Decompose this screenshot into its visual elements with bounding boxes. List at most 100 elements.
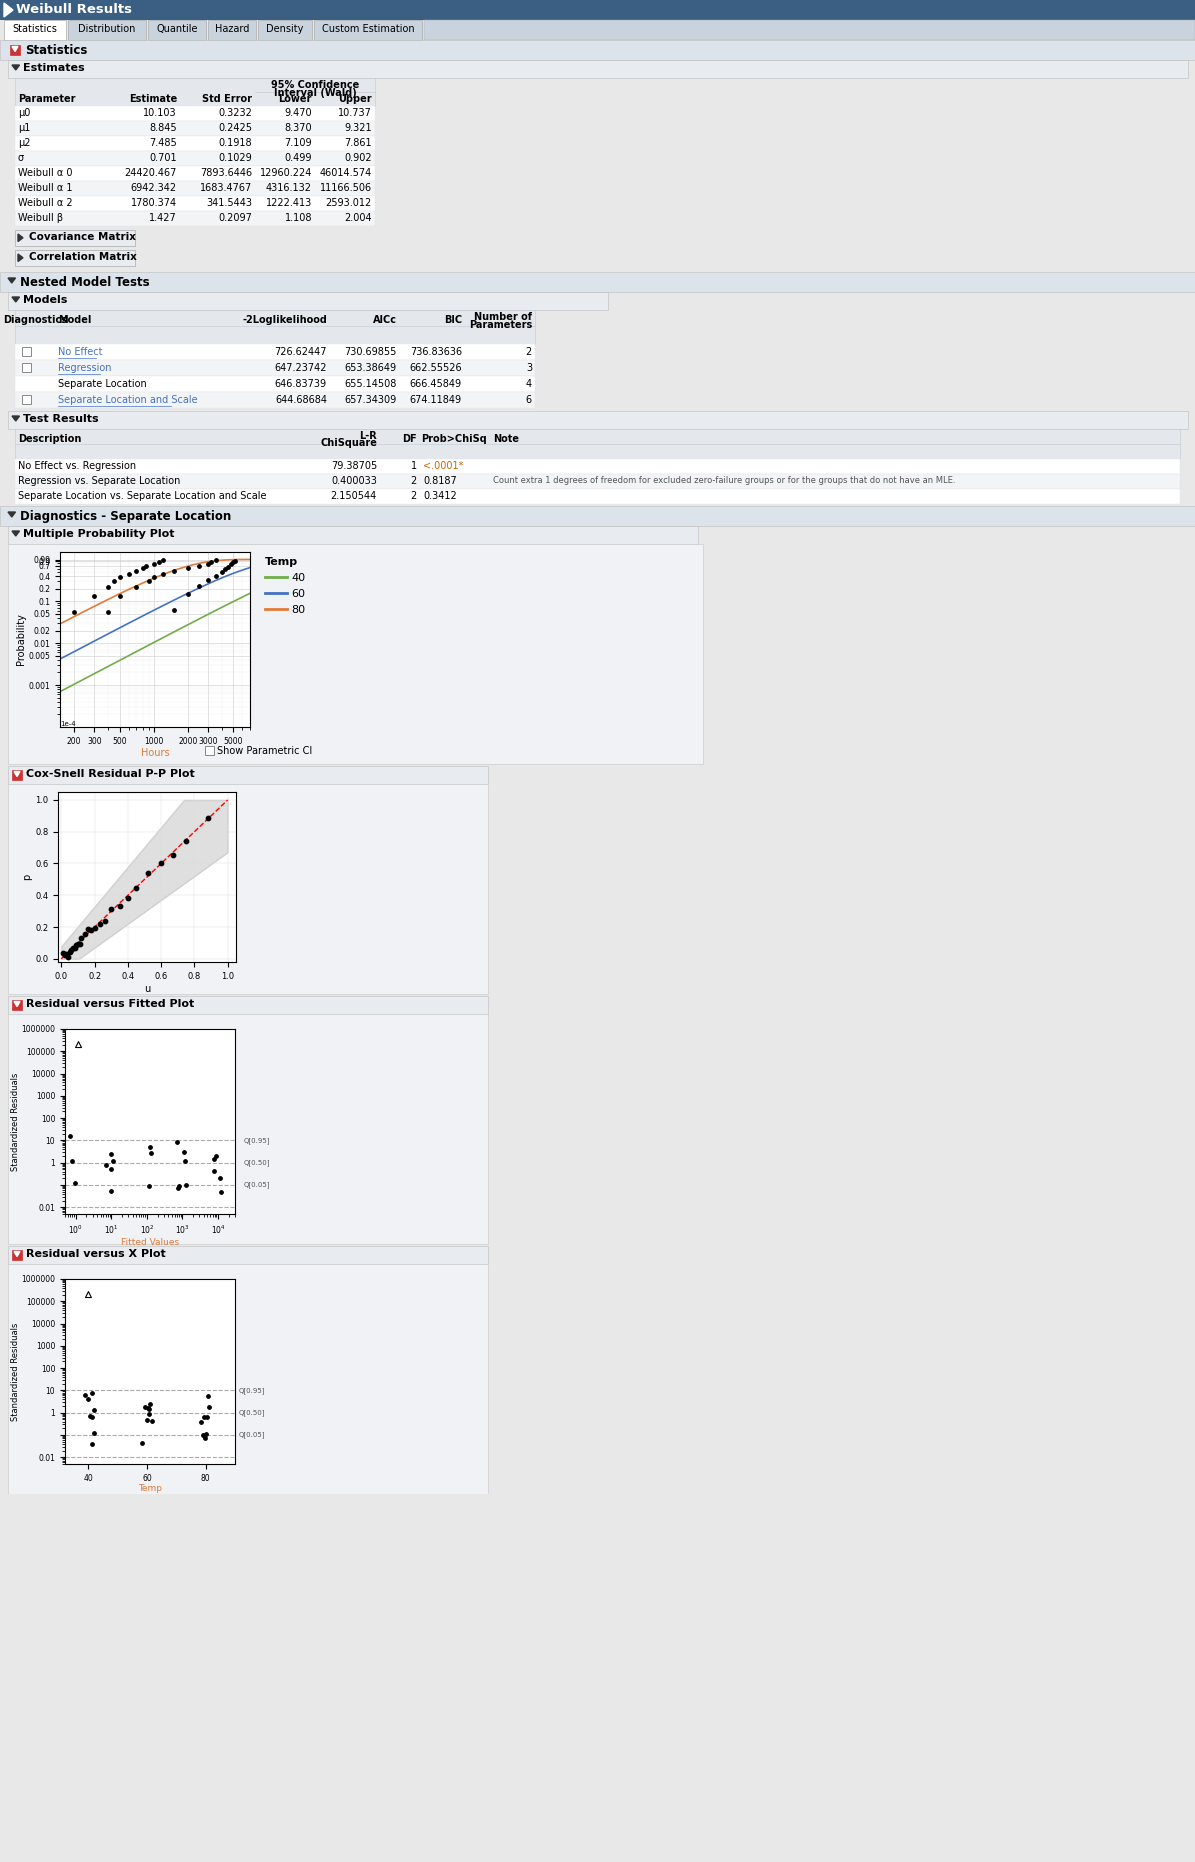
Text: AICc: AICc — [373, 315, 397, 326]
Text: Cox-Snell Residual P-P Plot: Cox-Snell Residual P-P Plot — [26, 769, 195, 778]
Point — [140, 1132, 159, 1162]
Text: Note: Note — [494, 434, 519, 445]
Point — [90, 909, 109, 938]
Point — [79, 914, 98, 944]
Text: 95% Confidence: 95% Confidence — [271, 80, 360, 89]
Point — [133, 553, 152, 583]
Text: 646.83739: 646.83739 — [275, 380, 327, 389]
Point — [197, 1402, 216, 1432]
Point — [102, 894, 121, 924]
Point — [118, 883, 137, 912]
Text: 2: 2 — [411, 492, 417, 501]
Bar — [16, 428, 1179, 460]
Text: 1780.374: 1780.374 — [131, 197, 177, 209]
Bar — [0, 1493, 1195, 1862]
Y-axis label: p: p — [23, 873, 32, 881]
Point — [105, 566, 124, 596]
Text: 0.3412: 0.3412 — [423, 492, 456, 501]
Bar — [8, 996, 488, 1015]
Text: 7.861: 7.861 — [344, 138, 372, 147]
Bar — [8, 765, 488, 784]
Bar — [16, 393, 535, 408]
Polygon shape — [18, 235, 23, 242]
Point — [85, 912, 104, 942]
Text: Weibull α 0: Weibull α 0 — [18, 168, 73, 179]
Text: 12960.224: 12960.224 — [259, 168, 312, 179]
Text: 736.83636: 736.83636 — [410, 346, 462, 358]
Text: No Effect vs. Regression: No Effect vs. Regression — [18, 462, 136, 471]
Point — [65, 933, 84, 963]
Point — [61, 1121, 80, 1151]
Bar — [16, 78, 375, 106]
Text: μ1: μ1 — [18, 123, 30, 132]
Point — [110, 581, 129, 611]
Text: Q[0.95]: Q[0.95] — [244, 1138, 270, 1143]
Bar — [12, 1000, 22, 1009]
Text: 79.38705: 79.38705 — [331, 462, 376, 471]
Text: Nested Model Tests: Nested Model Tests — [20, 276, 149, 289]
Text: 657.34309: 657.34309 — [344, 395, 397, 406]
Text: Temp: Temp — [265, 557, 298, 568]
Text: 9.470: 9.470 — [284, 108, 312, 117]
Text: 0.2097: 0.2097 — [219, 212, 252, 223]
Text: 80: 80 — [292, 605, 305, 614]
Point — [80, 1400, 99, 1430]
Point — [120, 559, 139, 588]
Point — [136, 551, 155, 581]
Text: Test Results: Test Results — [23, 413, 99, 425]
Text: No Effect: No Effect — [59, 346, 103, 358]
Point — [135, 1391, 154, 1421]
Point — [198, 564, 217, 594]
Point — [139, 858, 158, 888]
Text: Weibull α 2: Weibull α 2 — [18, 197, 73, 209]
Bar — [16, 250, 135, 266]
Text: -2Loglikelihood: -2Loglikelihood — [243, 315, 327, 326]
Polygon shape — [14, 1002, 20, 1007]
Point — [200, 1393, 219, 1423]
Point — [60, 937, 79, 966]
Text: Distribution: Distribution — [79, 24, 136, 34]
Text: 8.370: 8.370 — [284, 123, 312, 132]
Bar — [206, 747, 214, 754]
Text: Q[0.50]: Q[0.50] — [244, 1160, 270, 1166]
Text: Interval (Wald): Interval (Wald) — [274, 88, 356, 99]
Point — [176, 1169, 195, 1199]
Point — [127, 555, 146, 585]
Point — [82, 1378, 102, 1408]
Polygon shape — [12, 47, 18, 52]
Point — [137, 1404, 157, 1434]
Point — [71, 929, 90, 959]
Text: 666.45849: 666.45849 — [410, 380, 462, 389]
Text: 644.68684: 644.68684 — [275, 395, 327, 406]
Point — [96, 907, 115, 937]
Bar — [8, 1246, 488, 1264]
Point — [196, 1423, 215, 1452]
Polygon shape — [8, 512, 16, 518]
Text: 7.485: 7.485 — [149, 138, 177, 147]
Point — [191, 1408, 210, 1437]
Text: Upper: Upper — [338, 93, 372, 104]
Bar — [424, 20, 1195, 39]
Text: 0.499: 0.499 — [284, 153, 312, 164]
Text: 1.427: 1.427 — [149, 212, 177, 223]
Text: Weibull β: Weibull β — [18, 212, 63, 223]
Point — [190, 551, 209, 581]
Text: Q[0.05]: Q[0.05] — [244, 1182, 270, 1188]
Point — [178, 579, 197, 609]
Text: 6942.342: 6942.342 — [131, 182, 177, 194]
Text: Regression vs. Separate Location: Regression vs. Separate Location — [18, 477, 180, 486]
Text: Correlation Matrix: Correlation Matrix — [29, 251, 137, 263]
Text: 655.14508: 655.14508 — [344, 380, 397, 389]
Text: 2: 2 — [526, 346, 532, 358]
Point — [210, 1164, 229, 1194]
Text: L-R: L-R — [360, 430, 376, 441]
Text: 8.845: 8.845 — [149, 123, 177, 132]
Bar — [16, 376, 535, 393]
Text: Separate Location and Scale: Separate Location and Scale — [59, 395, 197, 406]
Point — [65, 598, 84, 627]
Polygon shape — [14, 771, 20, 776]
Text: μ0: μ0 — [18, 108, 30, 117]
Text: Q[0.50]: Q[0.50] — [238, 1410, 265, 1417]
Text: 2593.012: 2593.012 — [326, 197, 372, 209]
Point — [149, 547, 168, 577]
